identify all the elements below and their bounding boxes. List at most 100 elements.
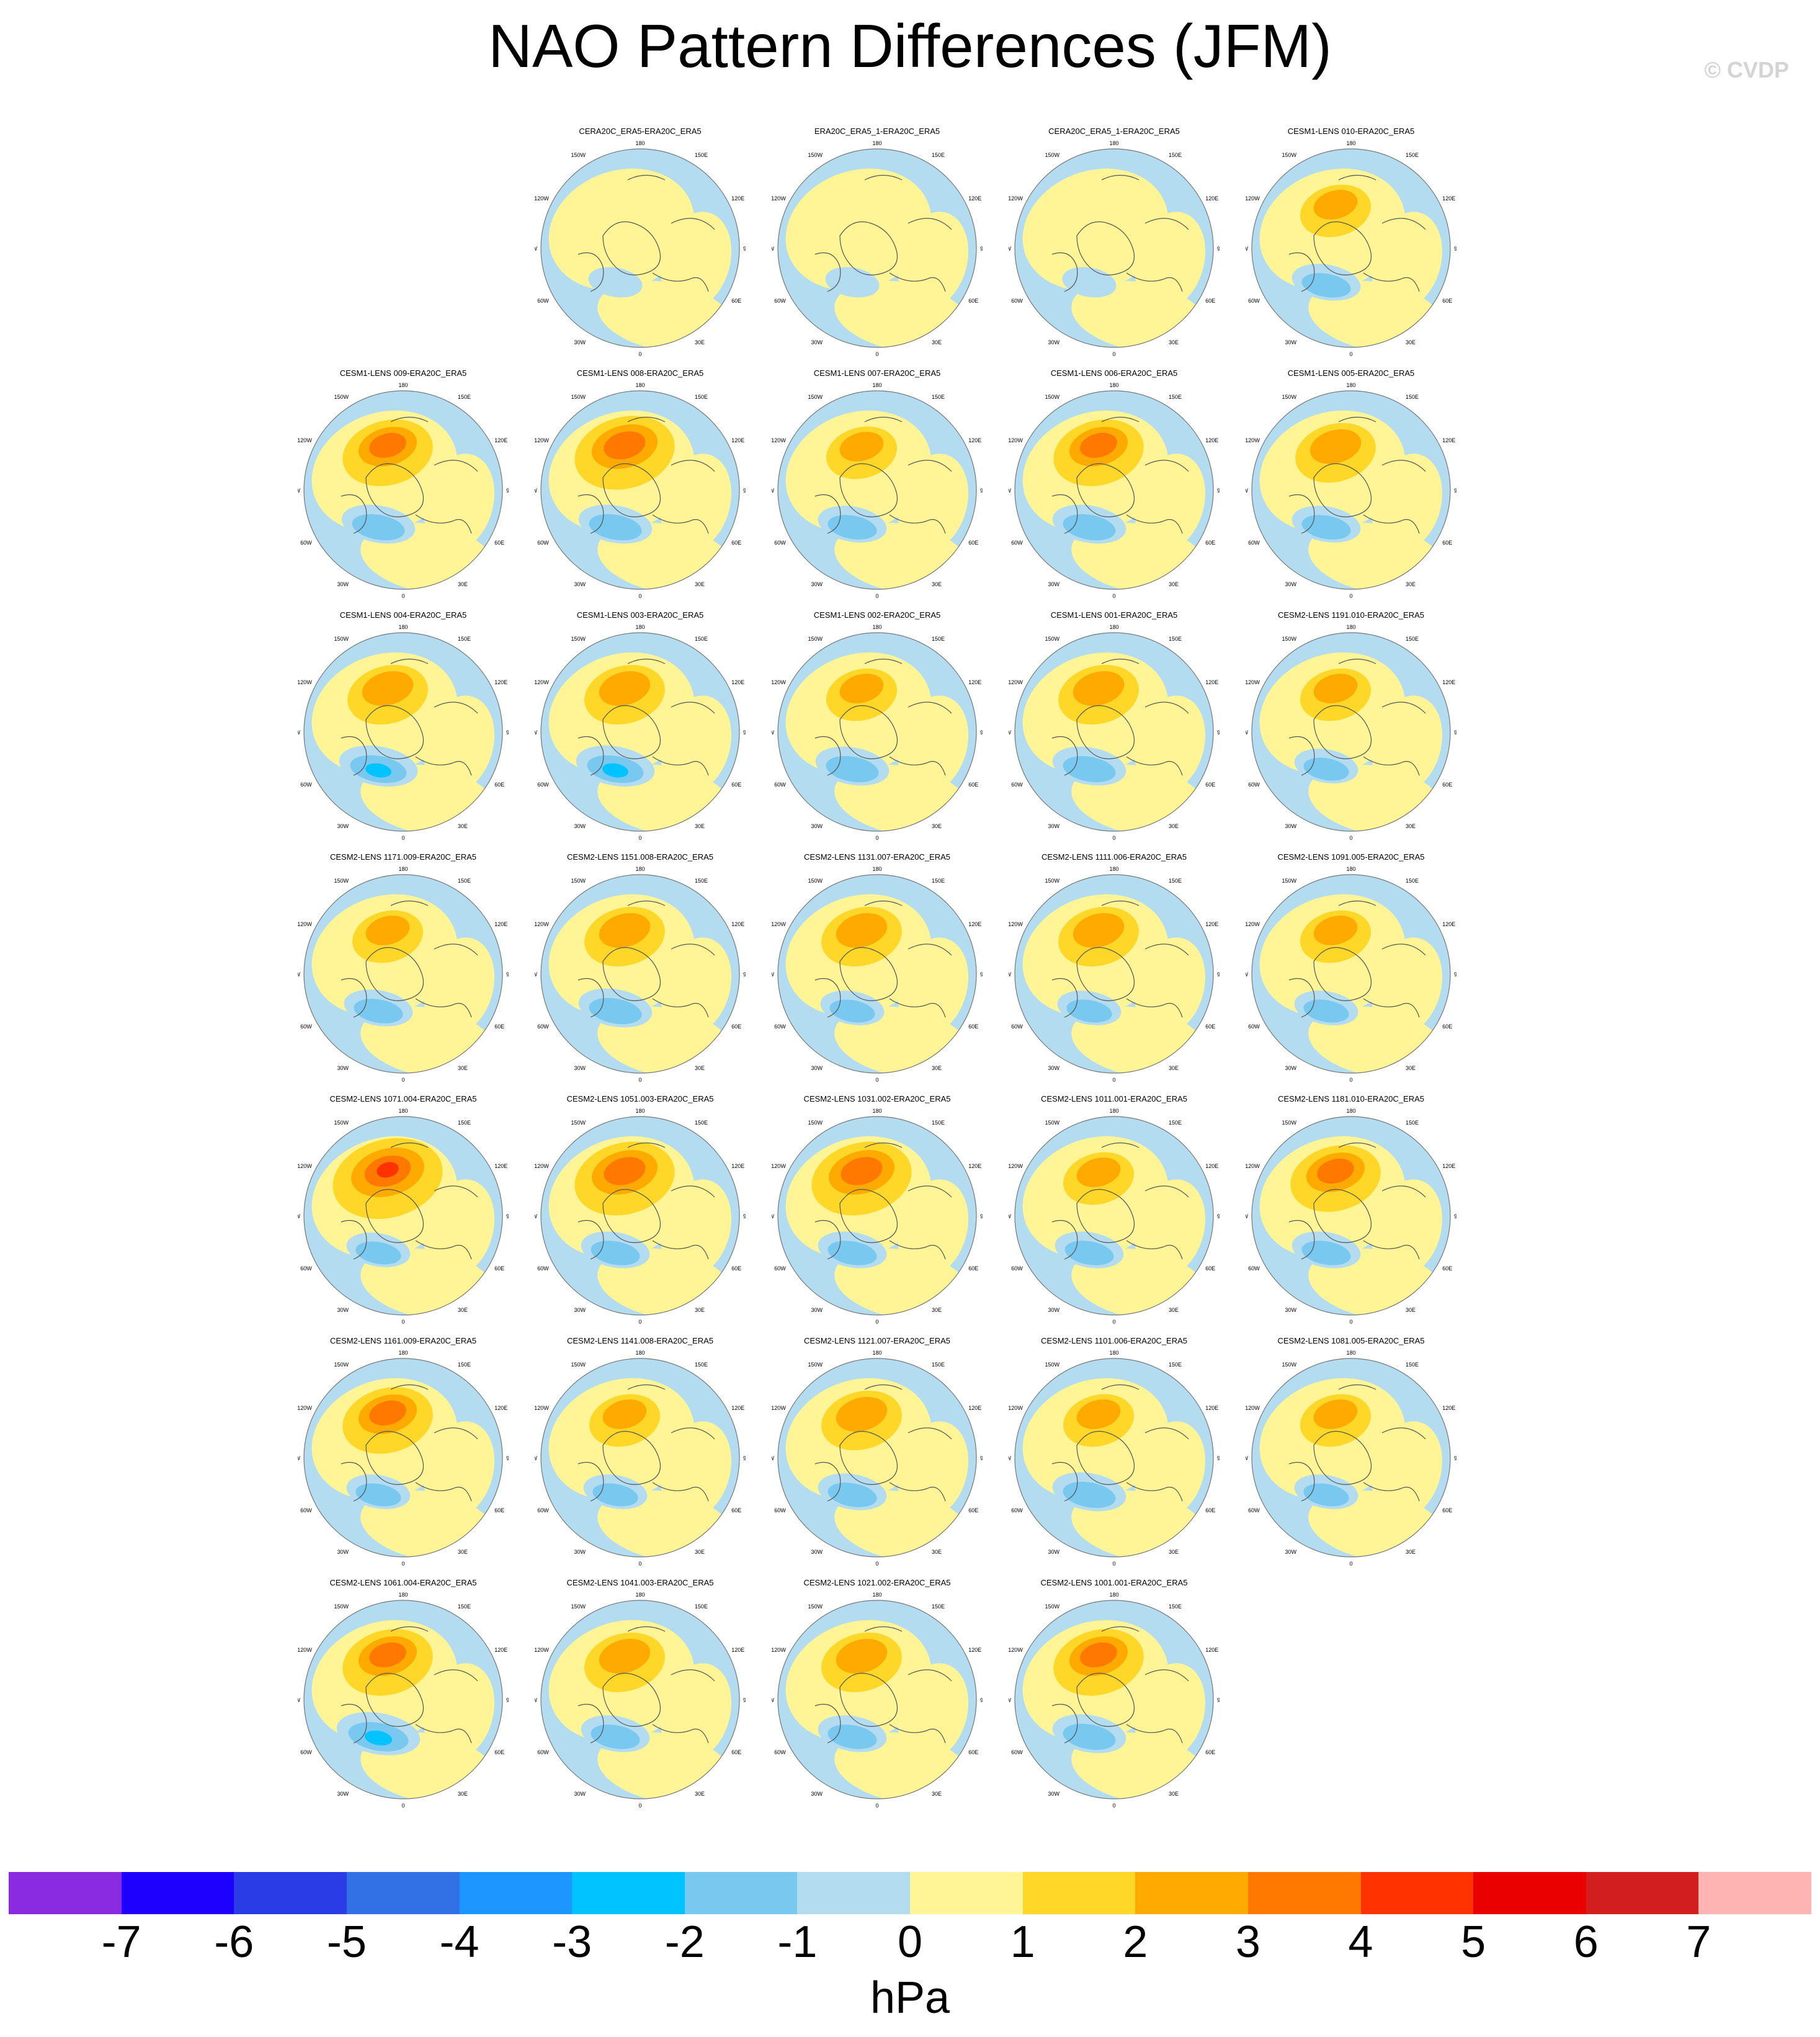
longitude-label: 120W <box>772 195 786 202</box>
longitude-label: 180 <box>872 1108 881 1114</box>
positive-contour-2 <box>362 671 414 706</box>
longitude-label: 60W <box>1011 782 1023 788</box>
positive-contour-2 <box>1076 1157 1121 1187</box>
longitude-label: 0 <box>638 1803 641 1809</box>
map-border <box>540 1358 740 1558</box>
longitude-label: 60E <box>731 540 741 546</box>
longitude-label: 60E <box>1442 782 1452 788</box>
longitude-label: 0 <box>1112 835 1115 841</box>
longitude-label: 0 <box>875 1077 878 1083</box>
positive-region <box>897 453 969 551</box>
map-border <box>540 390 740 590</box>
longitude-label: 60W <box>774 298 786 304</box>
longitude-label: 150E <box>1406 1362 1419 1368</box>
longitude-label: 30E <box>695 823 705 829</box>
longitude-label: 180 <box>1109 866 1118 872</box>
longitude-label: 60E <box>1205 1265 1215 1272</box>
panel-title: CESM2-LENS 1121.007-ERA20C_ERA5 <box>803 1336 951 1345</box>
longitude-label: 60E <box>494 540 504 546</box>
longitude-label: 60E <box>731 298 741 304</box>
longitude-label: 30E <box>458 1791 468 1797</box>
longitude-label: 120W <box>772 921 786 927</box>
polar-map: 180 0 90W 90E 150W 150E 120W 120E 60W 60E 30W 30E <box>298 866 509 1083</box>
longitude-label: 120E <box>968 1163 981 1169</box>
longitude-label: 150E <box>695 636 708 642</box>
longitude-label: 150W <box>571 878 586 884</box>
longitude-label: 30W <box>574 1791 586 1797</box>
positive-region <box>1134 695 1206 793</box>
longitude-label: 150E <box>695 878 708 884</box>
map-panel: CESM2-LENS 1141.008-ERA20C_ERA5 180 0 90W 90… <box>535 1336 746 1572</box>
coastline <box>1288 1384 1426 1502</box>
longitude-label: 120W <box>535 1405 549 1411</box>
longitude-label: 90E <box>1454 246 1456 252</box>
longitude-label: 30E <box>695 1549 705 1555</box>
longitude-label: 90W <box>772 971 774 978</box>
colorbar-tick-label: 4 <box>1348 1917 1373 1967</box>
longitude-label: 120W <box>772 437 786 444</box>
colorbar-segment <box>1135 1872 1248 1914</box>
longitude-label: 60E <box>968 298 978 304</box>
map-border <box>777 1358 977 1558</box>
map-panel: CESM1-LENS 006-ERA20C_ERA5 180 0 90W 90E 150W… <box>1009 368 1220 604</box>
longitude-label: 120W <box>1246 195 1260 202</box>
negative-contour-1 <box>589 997 642 1025</box>
longitude-label: 90E <box>980 246 983 252</box>
colorbar-segment <box>9 1872 122 1914</box>
longitude-label: 60E <box>731 782 741 788</box>
positive-contour-2 <box>1313 1399 1358 1429</box>
panel-title: CESM2-LENS 1011.001-ERA20C_ERA5 <box>1040 1094 1188 1103</box>
longitude-label: 90E <box>506 1455 509 1461</box>
longitude-label: 0 <box>1112 351 1115 357</box>
polar-map: 180 0 90W 90E 150W 150E 120W 120E 60W 60E 30W 30E <box>1246 140 1456 357</box>
longitude-label: 150E <box>458 1120 471 1126</box>
positive-region <box>897 695 969 793</box>
coastline <box>341 1384 478 1502</box>
longitude-label: 150W <box>808 1603 823 1610</box>
map-border <box>1251 632 1451 832</box>
panel-title: CESM2-LENS 1081.005-ERA20C_ERA5 <box>1277 1336 1425 1345</box>
longitude-label: 90W <box>1009 246 1011 252</box>
positive-contour-3 <box>1080 1642 1117 1668</box>
longitude-label: 150W <box>334 1120 349 1126</box>
panel-title: CERA20C_ERA5-ERA20C_ERA5 <box>579 127 702 136</box>
negative-contour-1 <box>354 999 403 1023</box>
longitude-label: 180 <box>635 1350 645 1356</box>
longitude-label: 180 <box>635 382 645 388</box>
longitude-label: 0 <box>875 1803 878 1809</box>
colorbar-segment <box>1586 1872 1699 1914</box>
positive-contour-3 <box>1317 1158 1354 1184</box>
longitude-label: 90E <box>980 1455 983 1461</box>
polar-map: 180 0 90W 90E 150W 150E 120W 120E 60W 60E 30W 30E <box>772 1108 983 1325</box>
longitude-label: 0 <box>875 835 878 841</box>
longitude-label: 90E <box>1217 1213 1220 1219</box>
longitude-label: 60E <box>1442 298 1452 304</box>
longitude-label: 90E <box>743 246 746 252</box>
longitude-label: 30E <box>932 823 942 829</box>
panel-title: ERA20C_ERA5_1-ERA20C_ERA5 <box>814 127 940 136</box>
longitude-label: 60W <box>300 1507 312 1513</box>
longitude-label: 30E <box>1169 581 1179 587</box>
colorbar-tick-label: 6 <box>1573 1917 1599 1967</box>
longitude-label: 180 <box>872 866 881 872</box>
longitude-label: 0 <box>638 351 641 357</box>
longitude-label: 180 <box>1109 1108 1118 1114</box>
longitude-label: 120W <box>772 1647 786 1653</box>
panel-title: CESM2-LENS 1171.009-ERA20C_ERA5 <box>329 852 477 862</box>
coastline <box>1051 1384 1189 1502</box>
longitude-label: 90W <box>1246 246 1248 252</box>
polar-map: 180 0 90W 90E 150W 150E 120W 120E 60W 60E 30W 30E <box>1246 1108 1456 1325</box>
positive-region <box>1134 453 1206 551</box>
longitude-label: 60W <box>1011 298 1023 304</box>
longitude-label: 0 <box>401 1319 404 1325</box>
longitude-label: 60W <box>1248 298 1260 304</box>
panel-title: CESM2-LENS 1191.010-ERA20C_ERA5 <box>1277 610 1425 620</box>
longitude-label: 60E <box>731 1265 741 1272</box>
longitude-label: 30W <box>574 1065 586 1071</box>
longitude-label: 30W <box>1048 581 1059 587</box>
longitude-label: 120E <box>1205 921 1218 927</box>
longitude-label: 90W <box>535 971 537 978</box>
negative-contour-1 <box>827 515 877 540</box>
longitude-label: 0 <box>875 1561 878 1567</box>
longitude-label: 150W <box>808 1120 823 1126</box>
